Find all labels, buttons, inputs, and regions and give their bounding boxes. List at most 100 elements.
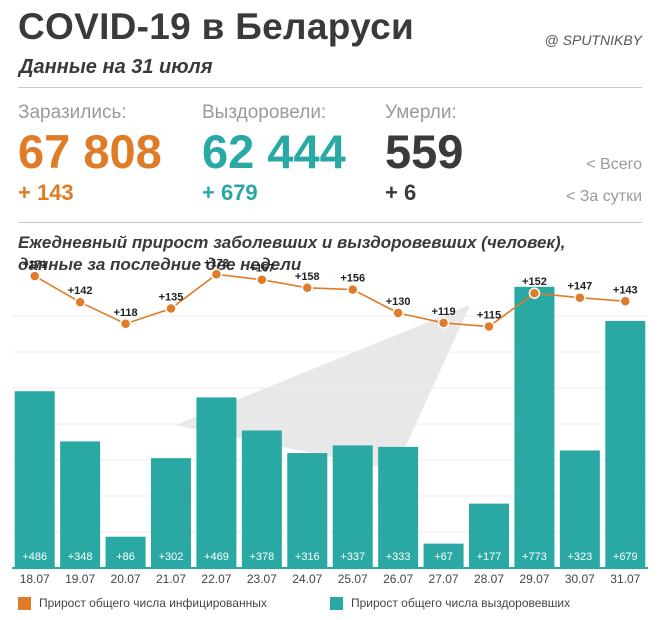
infected-point-label: +152 bbox=[522, 276, 547, 288]
infected-line: +171 +142 +118 +135 +173 +167 +158 +156 +130 +119… bbox=[22, 257, 638, 333]
recovered-bars: +486 +348 +86 +302 +469 +378 +316 +337 +333 +67 +1… bbox=[14, 286, 646, 568]
legend-recovered: Прирост общего числа выздоровевших bbox=[330, 596, 570, 610]
stat-infected-total: 67 808 bbox=[18, 125, 162, 178]
infected-point-label: +158 bbox=[295, 271, 320, 283]
legend-recovered-swatch bbox=[330, 596, 343, 610]
x-tick-label: 23.07 bbox=[247, 572, 277, 586]
recovered-bar-label: +67 bbox=[434, 551, 453, 563]
stat-recovered-label: Выздоровели: bbox=[202, 102, 327, 123]
recovered-bar-label: +486 bbox=[22, 551, 47, 563]
infected-point bbox=[301, 282, 314, 294]
legend-infected-label: Прирост общего числа инфицированных bbox=[39, 596, 267, 610]
recovered-bar bbox=[14, 391, 55, 568]
x-tick-label: 28.07 bbox=[474, 572, 504, 586]
x-tick-label: 18.07 bbox=[20, 572, 50, 586]
page-subtitle: Данные на 31 июля bbox=[19, 56, 213, 78]
stats-divider bbox=[18, 222, 642, 223]
recovered-bar-label: +337 bbox=[340, 551, 365, 563]
infected-point bbox=[256, 273, 268, 286]
infected-point-label: +118 bbox=[113, 307, 137, 319]
infected-point-label: +119 bbox=[431, 306, 455, 318]
stat-infected-label: Заразились: bbox=[18, 102, 127, 123]
recovered-bar-label: +679 bbox=[613, 551, 638, 563]
recovered-bar-label: +469 bbox=[204, 551, 229, 563]
recovered-bar-label: +302 bbox=[159, 551, 184, 563]
recovered-bar bbox=[559, 450, 600, 568]
x-tick-label: 25.07 bbox=[338, 572, 368, 586]
page-title: COVID-19 в Беларуси bbox=[18, 6, 415, 47]
x-tick-label: 27.07 bbox=[429, 572, 459, 586]
stat-recovered: Выздоровели: 62 444 + 679 bbox=[202, 102, 346, 206]
infected-point bbox=[119, 318, 132, 330]
x-axis-labels: 18.07 19.07 20.07 21.07 22.07 23.07 24.07 25.07… bbox=[20, 572, 641, 586]
legend-infected: Прирост общего числа инфицированных bbox=[18, 596, 267, 610]
infected-point-label: +147 bbox=[567, 281, 592, 293]
infected-point-label: +135 bbox=[159, 292, 184, 304]
recovered-bar bbox=[378, 446, 419, 568]
infected-point bbox=[165, 302, 177, 315]
legend-infected-swatch bbox=[18, 596, 31, 610]
stat-recovered-total: 62 444 bbox=[202, 125, 346, 178]
recovered-bar bbox=[151, 458, 191, 568]
recovered-bar bbox=[514, 286, 555, 568]
x-tick-label: 29.07 bbox=[519, 572, 549, 586]
recovered-bar-label: +316 bbox=[295, 551, 320, 563]
infected-point bbox=[619, 295, 632, 308]
recovered-bar bbox=[60, 441, 101, 568]
infected-point bbox=[28, 270, 41, 282]
chart-title: Ежедневный прирост заболевших и выздоров… bbox=[18, 233, 566, 274]
infected-point bbox=[574, 291, 586, 304]
recovered-bar bbox=[196, 397, 237, 568]
x-tick-label: 20.07 bbox=[111, 572, 141, 586]
stat-infected: Заразились: 67 808 + 143 bbox=[18, 102, 162, 206]
legend-total: < Всего bbox=[586, 156, 642, 173]
recovered-bar-label: +333 bbox=[386, 551, 411, 563]
recovered-bar bbox=[105, 536, 146, 568]
infected-point-label: +142 bbox=[68, 285, 93, 297]
recovered-bar bbox=[469, 503, 509, 568]
infected-point bbox=[74, 296, 86, 308]
infected-point bbox=[483, 320, 495, 333]
x-tick-label: 22.07 bbox=[201, 572, 231, 586]
stat-deaths-delta: + 6 bbox=[385, 180, 417, 205]
infected-point bbox=[392, 307, 404, 319]
x-tick-label: 19.07 bbox=[65, 572, 95, 586]
recovered-bar-label: +378 bbox=[249, 551, 274, 563]
x-tick-label: 31.07 bbox=[610, 572, 640, 586]
infected-point-label: +130 bbox=[386, 296, 411, 308]
stat-deaths: Умерли: 559 + 6 bbox=[385, 102, 463, 206]
infected-point-label: +143 bbox=[613, 284, 638, 296]
infected-point bbox=[210, 268, 223, 281]
infected-point-label: +156 bbox=[340, 273, 365, 285]
header-divider bbox=[18, 87, 642, 88]
stat-recovered-delta: + 679 bbox=[202, 180, 258, 205]
recovered-bar bbox=[332, 445, 373, 568]
recovered-bar-label: +348 bbox=[68, 551, 93, 563]
recovered-bar-label: +86 bbox=[116, 551, 135, 563]
infected-point-label: +115 bbox=[477, 310, 501, 322]
recovered-bar-label: +323 bbox=[567, 551, 592, 563]
recovered-bar bbox=[605, 321, 646, 568]
infected-point-label: +167 bbox=[249, 263, 274, 275]
recovered-bar bbox=[287, 453, 328, 568]
recovered-bar-label: +773 bbox=[522, 551, 547, 563]
recovered-bar bbox=[423, 543, 464, 568]
x-tick-label: 26.07 bbox=[383, 572, 413, 586]
legend-daily: < За сутки bbox=[565, 188, 642, 205]
stat-deaths-label: Умерли: bbox=[385, 102, 457, 123]
infected-point-label: +171 bbox=[22, 259, 47, 271]
legend-recovered-label: Прирост общего числа выздоровевших bbox=[351, 596, 571, 610]
infected-line-path bbox=[34, 273, 626, 328]
credit: @ SPUTNIKBY bbox=[544, 32, 642, 48]
x-tick-label: 24.07 bbox=[292, 572, 322, 586]
infected-point bbox=[346, 283, 359, 296]
stat-infected-delta: + 143 bbox=[18, 180, 74, 205]
x-tick-label: 30.07 bbox=[565, 572, 595, 586]
recovered-bar-label: +177 bbox=[477, 551, 502, 563]
infected-point bbox=[528, 287, 541, 299]
recovered-bar bbox=[241, 430, 282, 568]
x-tick-label: 21.07 bbox=[156, 572, 186, 586]
stat-deaths-total: 559 bbox=[385, 125, 464, 178]
infected-point-label: +173 bbox=[204, 257, 229, 269]
